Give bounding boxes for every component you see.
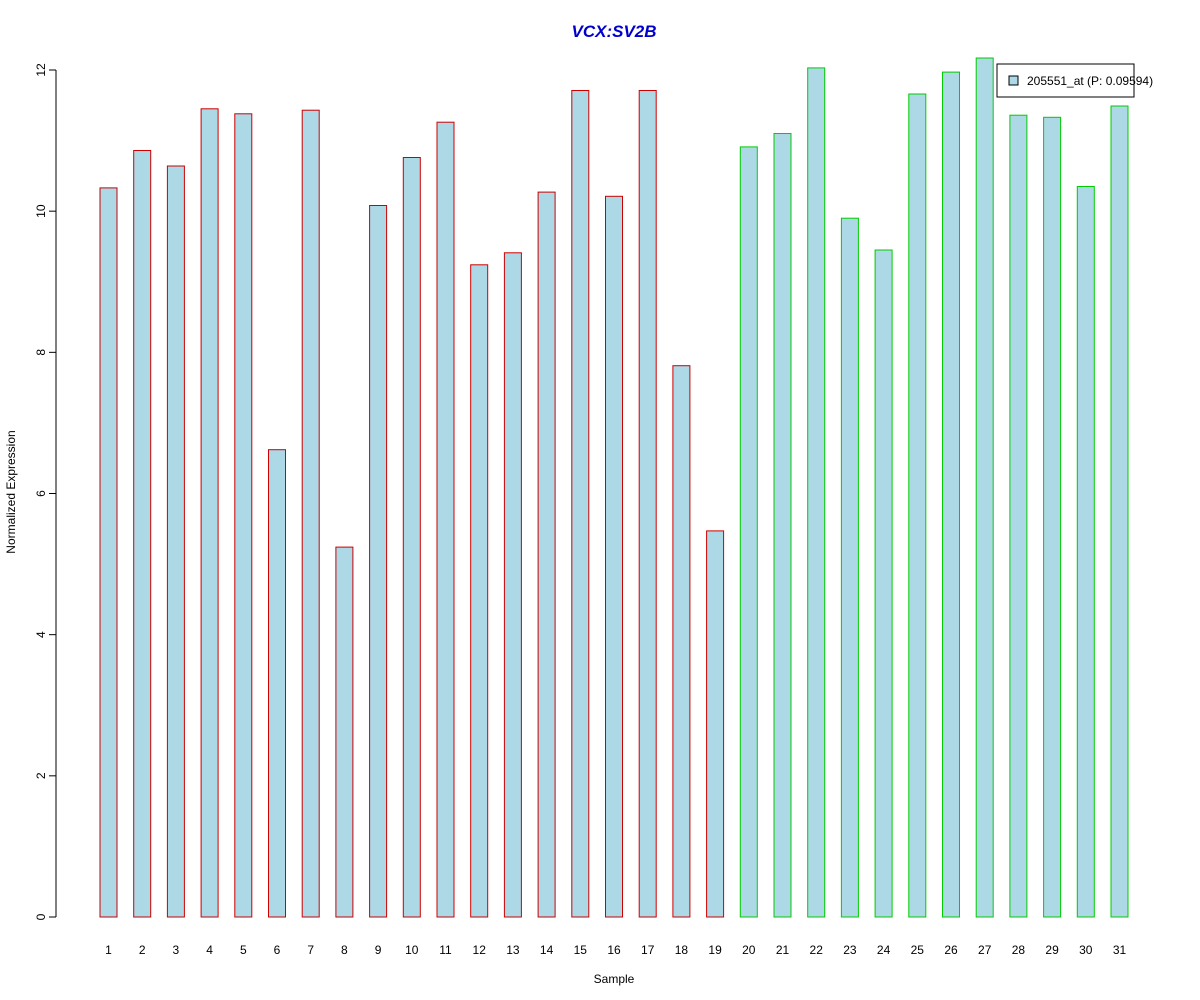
bar-sample-3 [166, 165, 185, 918]
bar-sample-6 [268, 449, 286, 918]
bar-sample-21 [773, 133, 792, 918]
x-tick-label: 24 [877, 943, 891, 957]
x-axis-labels: 1 2 3 4 5 6 7 8 9 10 11 12 13 14 15 16 17 18 19 20 21 22 23 24 2… [105, 943, 1126, 957]
x-tick-label: 21 [776, 943, 790, 957]
bar-sample-15 [571, 90, 590, 918]
bar-sample-19 [706, 530, 725, 918]
x-tick-label: 11 [439, 943, 452, 957]
x-tick-label: 31 [1113, 943, 1127, 957]
bar-sample-13 [503, 252, 522, 918]
y-tick-label: 10 [34, 204, 48, 218]
bar-sample-8 [335, 546, 354, 918]
x-tick-label: 14 [540, 943, 554, 957]
bar-sample-5 [234, 113, 253, 918]
bar-sample-23 [840, 217, 859, 918]
x-tick-label: 20 [742, 943, 756, 957]
x-tick-label: 25 [911, 943, 925, 957]
bar-sample-12 [470, 264, 489, 918]
bar-sample-4 [200, 108, 219, 918]
bar-sample-1 [99, 187, 118, 918]
y-tick-label: 2 [34, 772, 48, 779]
bar-sample-17 [638, 90, 657, 918]
y-axis: 0 2 4 6 8 10 12 [34, 63, 57, 920]
bar-sample-31 [1110, 105, 1129, 918]
bar-sample-26 [942, 71, 960, 918]
x-tick-label: 10 [405, 943, 419, 957]
x-tick-label: 22 [810, 943, 824, 957]
bar-sample-25 [908, 93, 927, 918]
bar-sample-16 [605, 195, 623, 918]
x-tick-label: 15 [574, 943, 588, 957]
x-tick-label: 26 [944, 943, 958, 957]
x-tick-label: 3 [173, 943, 180, 957]
x-tick-label: 19 [708, 943, 722, 957]
y-tick-label: 6 [34, 490, 48, 497]
bar-sample-20 [739, 146, 758, 918]
legend-box [996, 63, 1135, 98]
bar-sample-14 [537, 191, 556, 918]
x-axis-title: Sample [594, 972, 635, 986]
x-tick-label: 2 [139, 943, 146, 957]
legend: 205551_at (P: 0.09594) [996, 63, 1153, 98]
x-tick-label: 30 [1079, 943, 1093, 957]
bar-sample-27 [975, 57, 994, 918]
bar-sample-24 [874, 249, 893, 918]
y-tick-label: 8 [34, 349, 48, 356]
chart-title: VCX:SV2B [571, 22, 656, 41]
x-tick-label: 9 [375, 943, 382, 957]
y-axis-title: Normalized Expression [4, 430, 18, 553]
y-tick-label: 4 [34, 631, 48, 638]
x-tick-label: 28 [1012, 943, 1026, 957]
bar-sample-29 [1043, 116, 1062, 918]
legend-swatch [1008, 75, 1019, 86]
bar-sample-7 [301, 109, 320, 918]
y-tick-label: 0 [34, 913, 48, 920]
x-tick-label: 4 [206, 943, 213, 957]
bar-sample-2 [133, 150, 152, 918]
y-tick-label: 12 [34, 63, 48, 77]
bar-sample-9 [369, 205, 388, 918]
bar-sample-22 [807, 67, 826, 918]
x-tick-label: 16 [607, 943, 621, 957]
x-tick-label: 13 [506, 943, 520, 957]
bar-sample-28 [1009, 114, 1028, 918]
x-tick-label: 17 [641, 943, 655, 957]
x-tick-label: 7 [307, 943, 314, 957]
x-tick-label: 18 [675, 943, 689, 957]
x-tick-label: 5 [240, 943, 247, 957]
x-tick-label: 6 [274, 943, 281, 957]
legend-label: 205551_at (P: 0.09594) [1027, 74, 1153, 88]
bar-sample-10 [402, 157, 421, 918]
x-tick-label: 27 [978, 943, 992, 957]
x-tick-label: 1 [105, 943, 112, 957]
bar-sample-30 [1076, 186, 1095, 918]
x-tick-label: 8 [341, 943, 348, 957]
bars [99, 57, 1129, 918]
x-tick-label: 29 [1045, 943, 1059, 957]
x-tick-label: 23 [843, 943, 857, 957]
bar-sample-11 [436, 121, 455, 918]
bar-sample-18 [672, 365, 691, 918]
x-tick-label: 12 [473, 943, 487, 957]
